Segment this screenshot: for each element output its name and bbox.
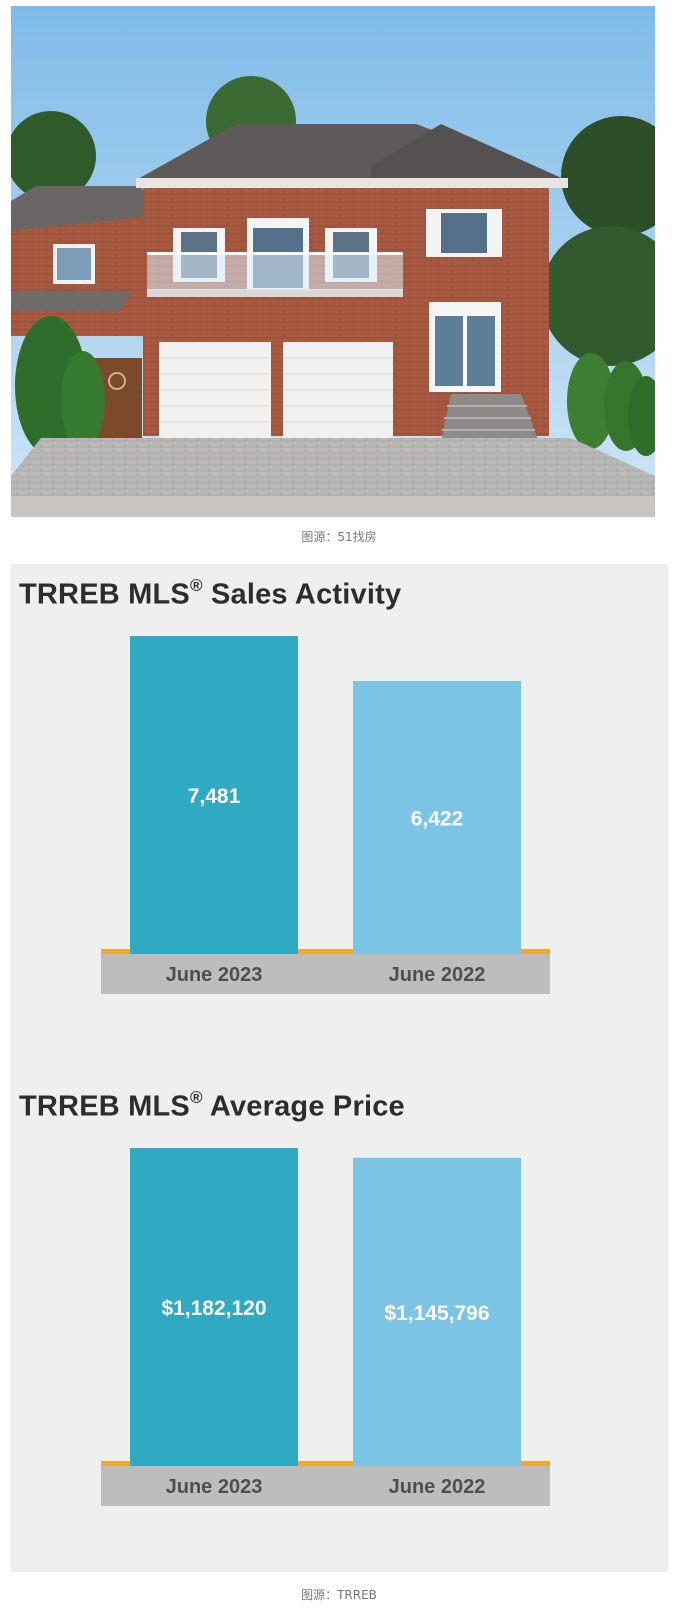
- bar-value-label: 6,422: [411, 808, 464, 831]
- house-illustration: [11, 6, 655, 517]
- bar-value-label: $1,145,796: [384, 1302, 489, 1325]
- average-price-chart: TRREB MLS® Average Price $1,182,120 June …: [11, 1076, 668, 1556]
- x-tick-label: June 2023: [166, 964, 263, 986]
- charts-caption: 图源：TRREB: [301, 1588, 377, 1602]
- x-tick-label: June 2022: [389, 964, 486, 986]
- x-axis-band: [101, 954, 550, 994]
- x-axis-line: [101, 1461, 550, 1467]
- bar: [353, 1157, 521, 1466]
- bar-value-label: 7,481: [188, 785, 241, 808]
- chart-title: TRREB MLS® Sales Activity: [19, 576, 402, 611]
- sales-activity-chart: TRREB MLS® Sales Activity 7,481 June 2023…: [11, 564, 668, 1044]
- chart-title: TRREB MLS® Average Price: [19, 1088, 405, 1123]
- bar: [130, 1148, 298, 1466]
- x-axis-line: [101, 949, 550, 955]
- sales-activity-plot: 7,481 June 2023 6,422 June 2022: [101, 636, 550, 994]
- bar-value-label: $1,182,120: [161, 1297, 266, 1320]
- charts-panel: TRREB MLS® Sales Activity 7,481 June 2023…: [11, 564, 668, 1572]
- x-tick-label: June 2022: [389, 1476, 486, 1498]
- house-photo: [11, 6, 655, 517]
- photo-caption: 图源：51找房: [301, 530, 377, 544]
- x-tick-label: June 2023: [166, 1476, 263, 1498]
- average-price-plot: $1,182,120 June 2023 $1,145,796 June 2022: [101, 1148, 550, 1506]
- x-axis-band: [101, 1466, 550, 1506]
- bar: [130, 636, 298, 954]
- bar: [353, 681, 521, 954]
